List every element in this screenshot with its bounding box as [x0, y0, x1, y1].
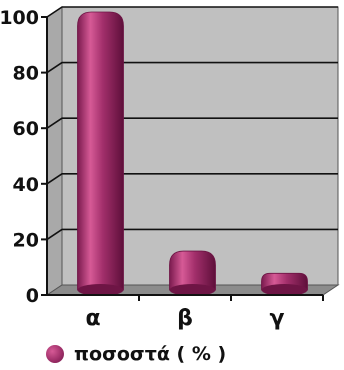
- x-tick-label: β: [177, 306, 193, 331]
- bar-base: [261, 284, 308, 296]
- side-wall: [46, 6, 63, 296]
- y-tick-label: 100: [0, 7, 39, 29]
- bar: [77, 11, 124, 296]
- y-tick-label: 0: [26, 285, 39, 307]
- x-tick-labels: α β γ: [85, 306, 284, 331]
- axes: [41, 16, 324, 301]
- grid-lines: [46, 6, 338, 241]
- bar-base: [77, 284, 124, 296]
- y-tick-label: 40: [13, 174, 39, 196]
- bar: [261, 272, 308, 296]
- y-tick-label: 60: [13, 118, 39, 140]
- bar-base: [169, 284, 216, 296]
- bar: [169, 250, 216, 296]
- legend-swatch: [46, 345, 64, 363]
- bar-body: [77, 11, 124, 291]
- y-tick-labels: 0 20 40 60 80 100: [0, 7, 39, 307]
- legend: ποσοστά ( % ): [46, 343, 226, 365]
- y-tick-label: 20: [13, 229, 39, 251]
- grid-line: [46, 61, 338, 74]
- grid-line: [46, 173, 338, 185]
- grid-line: [46, 117, 338, 129]
- bars: [77, 11, 308, 296]
- x-tick-label: α: [85, 306, 100, 331]
- grid-line: [46, 228, 338, 241]
- x-tick-label: γ: [270, 306, 285, 331]
- y-tick-label: 80: [13, 63, 39, 85]
- bar-body: [169, 250, 216, 291]
- legend-label: ποσοστά ( % ): [74, 343, 227, 365]
- grid-line: [46, 6, 338, 18]
